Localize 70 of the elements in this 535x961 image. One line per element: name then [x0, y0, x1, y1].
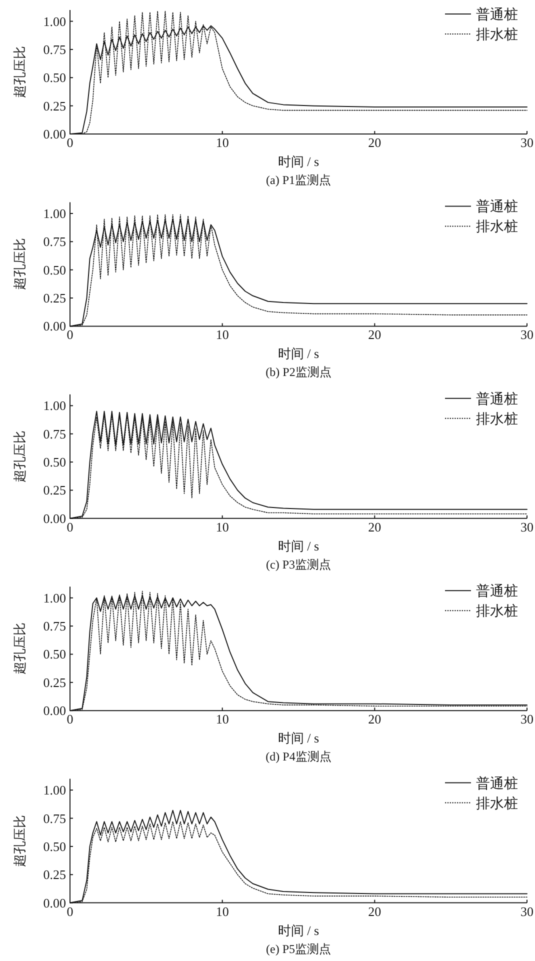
- y-axis-title: 超孔压比: [12, 814, 27, 867]
- y-axis-title: 超孔压比: [12, 238, 27, 290]
- y-tick-label: 0.25: [43, 674, 66, 690]
- x-tick-label: 0: [66, 327, 74, 342]
- x-tick-label: 10: [216, 904, 229, 919]
- y-tick-label: 0.75: [43, 810, 66, 826]
- x-tick-label: 30: [520, 135, 534, 150]
- x-tick-label: 20: [368, 904, 382, 919]
- y-tick-label: 0.75: [43, 618, 66, 634]
- text: (d) P4监测点: [266, 750, 332, 764]
- y-tick-label: 0.00: [43, 510, 66, 526]
- x-tick-label: 0: [66, 712, 74, 727]
- y-tick-label: 0.25: [43, 867, 66, 882]
- x-tick-label: 0: [66, 135, 74, 150]
- y-tick-label: 0.25: [43, 98, 66, 114]
- y-tick-label: 0.50: [43, 838, 66, 854]
- y-tick-label: 0.75: [43, 234, 66, 250]
- legend-label: 排水桩: [476, 796, 518, 812]
- legend-label: 普通桩: [476, 390, 518, 408]
- x-tick-label: 20: [368, 519, 382, 534]
- legend-label: 普通桩: [476, 774, 518, 792]
- x-tick-label: 30: [520, 519, 534, 534]
- text: (a) P1监测点: [266, 173, 331, 187]
- text: (b) P2监测点: [266, 365, 332, 380]
- y-tick-label: 0.50: [43, 454, 66, 470]
- x-tick-label: 20: [368, 712, 382, 727]
- legend-label: 排水桩: [476, 411, 518, 428]
- legend-label: 普通桩: [476, 582, 518, 600]
- y-tick-label: 0.00: [43, 703, 66, 718]
- x-axis-title: 时间 / s: [278, 538, 320, 554]
- y-tick-label: 0.00: [43, 318, 66, 334]
- x-axis-title: 时间 / s: [278, 346, 320, 362]
- legend-label: 排水桩: [476, 604, 518, 620]
- legend-label: 排水桩: [476, 219, 518, 236]
- y-tick-label: 0.50: [43, 262, 66, 278]
- y-tick-label: 0.75: [43, 426, 66, 442]
- y-tick-label: 0.50: [43, 70, 66, 86]
- x-tick-label: 20: [368, 327, 382, 342]
- x-axis-title: 时间 / s: [278, 922, 320, 938]
- y-tick-label: 0.25: [43, 290, 66, 306]
- text: (e) P5监测点: [266, 942, 331, 956]
- x-tick-label: 0: [66, 519, 74, 534]
- x-tick-label: 0: [66, 904, 74, 919]
- x-tick-label: 20: [368, 135, 382, 150]
- y-axis-title: 超孔压比: [12, 46, 27, 98]
- y-tick-label: 0.00: [43, 895, 66, 910]
- legend-label: 排水桩: [476, 27, 518, 43]
- text: (c) P3监测点: [266, 557, 331, 572]
- y-tick-label: 1.00: [43, 398, 66, 414]
- x-tick-label: 30: [520, 327, 534, 342]
- legend-label: 普通桩: [476, 6, 518, 23]
- x-tick-label: 10: [216, 327, 229, 342]
- legend-label: 普通桩: [476, 198, 518, 216]
- x-tick-label: 30: [520, 712, 534, 727]
- x-tick-label: 10: [216, 712, 229, 727]
- y-tick-label: 1.00: [43, 206, 66, 221]
- x-tick-label: 30: [520, 904, 534, 919]
- y-tick-label: 1.00: [43, 782, 66, 798]
- x-axis-title: 时间 / s: [278, 154, 320, 169]
- y-tick-label: 0.50: [43, 646, 66, 662]
- y-axis-title: 超孔压比: [12, 430, 27, 482]
- y-tick-label: 0.00: [43, 126, 66, 142]
- y-tick-label: 0.75: [43, 42, 66, 57]
- y-axis-title: 超孔压比: [12, 622, 27, 675]
- x-axis-title: 时间 / s: [278, 730, 320, 746]
- x-tick-label: 10: [216, 135, 229, 150]
- y-tick-label: 1.00: [43, 590, 66, 606]
- y-tick-label: 0.25: [43, 482, 66, 498]
- y-tick-label: 1.00: [43, 14, 66, 29]
- x-tick-label: 10: [216, 519, 229, 534]
